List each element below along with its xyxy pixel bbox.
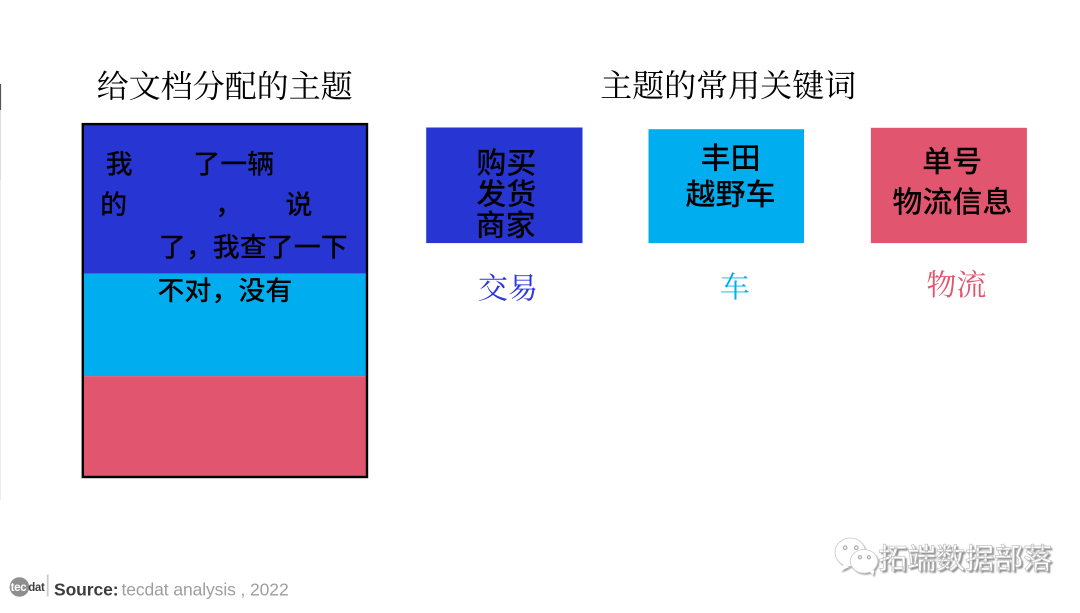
svg-text:dat: dat xyxy=(28,582,45,594)
svg-text:tecdat analysis , 2022: tecdat analysis , 2022 xyxy=(122,580,289,600)
svg-text:tec: tec xyxy=(11,582,28,594)
svg-text:Source:: Source: xyxy=(54,580,118,600)
